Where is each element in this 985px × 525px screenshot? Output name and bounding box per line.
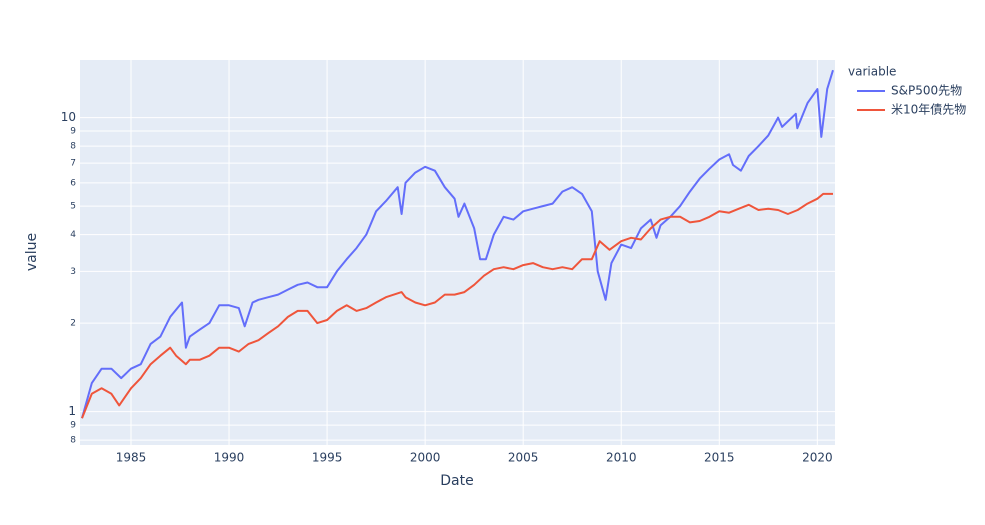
y-tick-label: 9 xyxy=(70,127,76,137)
x-tick-label: 1995 xyxy=(312,451,343,465)
y-tick-label: 1 xyxy=(68,404,76,418)
legend-label: 米10年債先物 xyxy=(891,102,966,117)
y-tick-label: 4 xyxy=(70,230,76,240)
x-tick-label: 2000 xyxy=(410,451,441,465)
y-tick-label: 3 xyxy=(70,267,76,277)
x-tick-label: 2010 xyxy=(606,451,637,465)
y-tick-label: 6 xyxy=(70,178,76,188)
series-line xyxy=(81,69,834,419)
x-tick-label: 1990 xyxy=(214,451,245,465)
y-tick-label: 10 xyxy=(61,110,76,124)
y-tick-label: 9 xyxy=(70,421,76,431)
legend-title: variable xyxy=(848,65,896,79)
y-tick-label: 8 xyxy=(70,142,76,152)
legend-label: S&P500先物 xyxy=(891,84,962,98)
x-tick-label: 1985 xyxy=(116,451,147,465)
x-tick-label: 2020 xyxy=(802,451,833,465)
y-tick-label: 5 xyxy=(70,202,76,212)
y-tick-label: 2 xyxy=(70,319,76,329)
x-tick-label: 2005 xyxy=(508,451,539,465)
y-tick-label: 7 xyxy=(70,159,76,169)
y-tick-label: 8 xyxy=(70,436,76,446)
series-line xyxy=(81,192,833,419)
x-axis-title: Date xyxy=(440,473,473,489)
plot-area xyxy=(80,60,835,445)
x-tick-label: 2015 xyxy=(704,451,735,465)
y-axis-title: value xyxy=(24,233,40,271)
